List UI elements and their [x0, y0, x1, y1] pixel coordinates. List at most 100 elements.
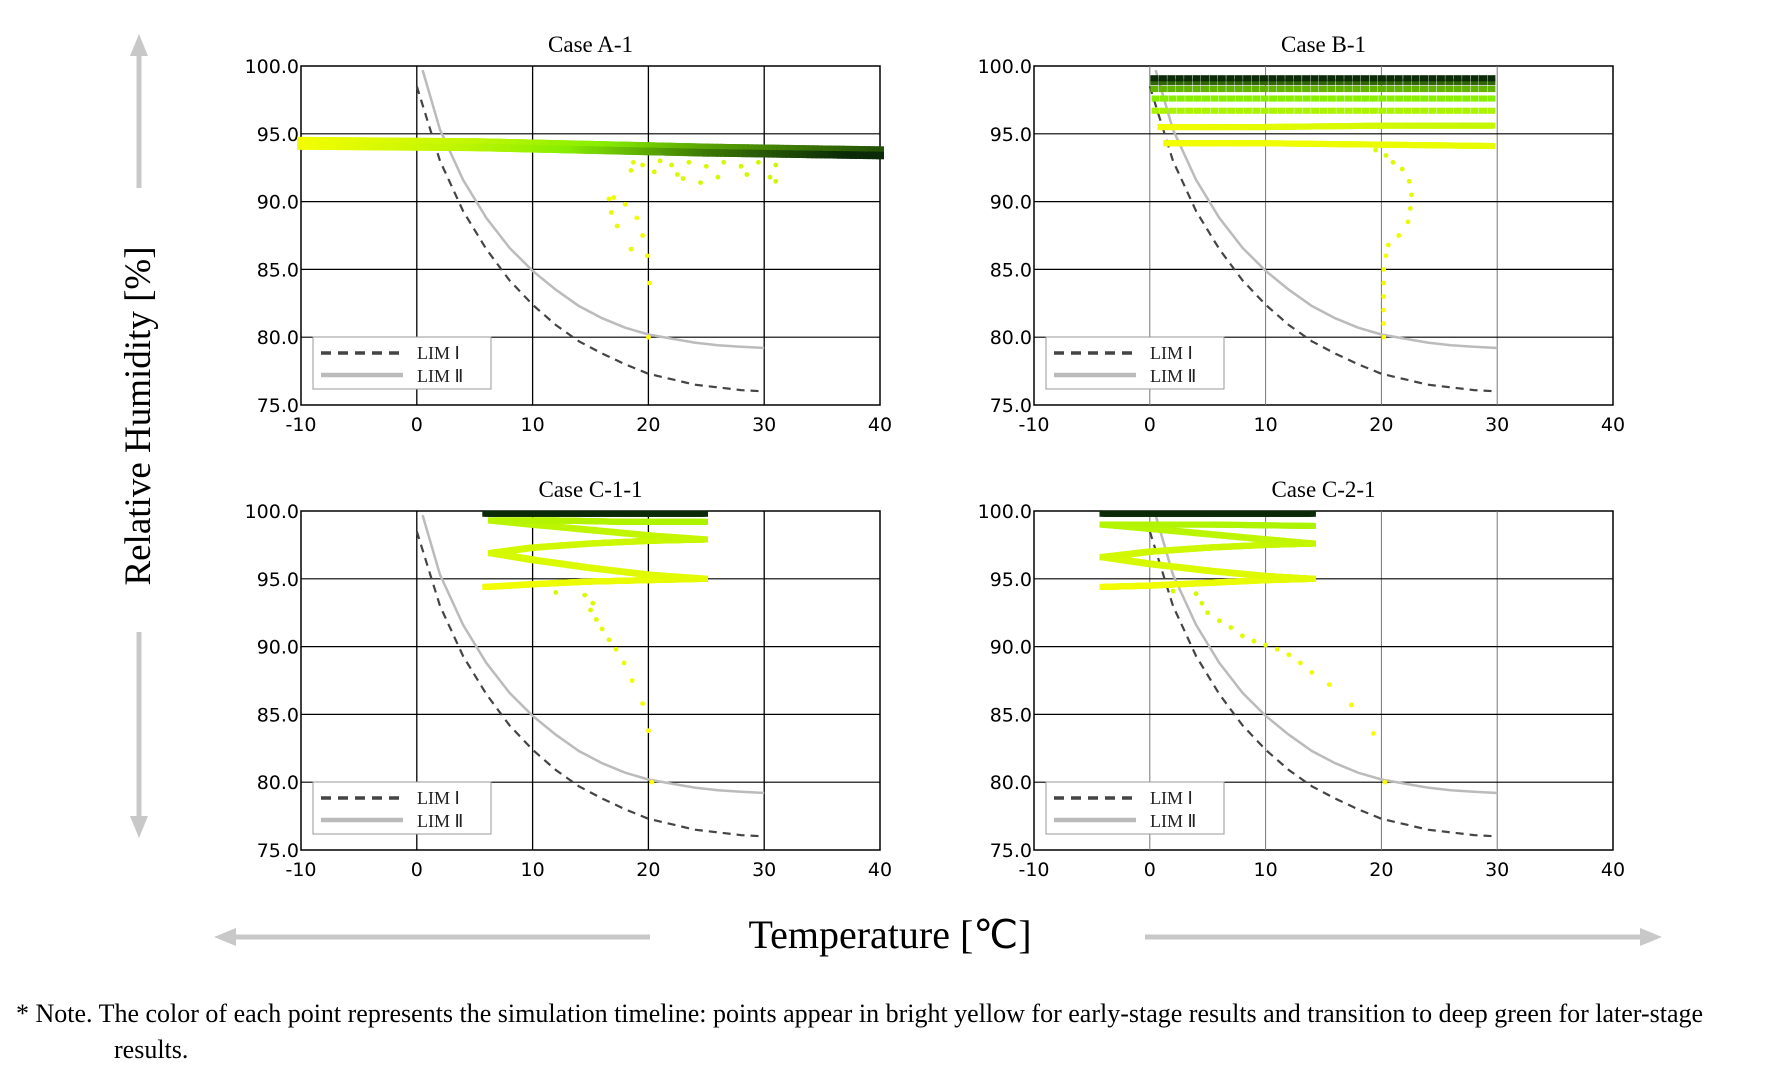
- data-point: [773, 162, 779, 168]
- data-band-segment: [297, 142, 305, 150]
- data-band-segment: [1479, 95, 1487, 102]
- data-band-segment: [1209, 86, 1218, 93]
- data-band-segment: [1479, 75, 1487, 82]
- lim2-curve: [421, 514, 765, 795]
- data-band-segment: [353, 137, 362, 145]
- data-point: [1381, 294, 1387, 299]
- y-arrow-up-head: [130, 34, 148, 56]
- data-point: [1373, 147, 1378, 153]
- data-band-segment: [1411, 107, 1420, 114]
- data-point: [1286, 652, 1292, 658]
- data-band-segment: [841, 151, 850, 159]
- legend-box: [312, 336, 492, 390]
- y-tick-label: 90.0: [990, 192, 1032, 214]
- data-point: [647, 280, 652, 286]
- data-band-segment: [1251, 79, 1260, 86]
- data-band-segment: [1277, 107, 1286, 114]
- data-band-segment: [858, 151, 867, 159]
- data-band-segment: [310, 137, 318, 145]
- data-band-segment: [1150, 79, 1159, 86]
- data-band-segment: [1369, 79, 1378, 86]
- data-point: [1390, 159, 1396, 165]
- y-tick-label: 100.0: [978, 56, 1032, 78]
- data-band-segment: [396, 137, 405, 146]
- y-tick-label: 75.0: [990, 840, 1032, 862]
- y-arrow-down-head: [130, 816, 148, 838]
- data-band-segment: [379, 137, 388, 145]
- data-band-segment: [375, 137, 384, 145]
- data-point: [675, 172, 680, 177]
- data-band-segment: [1311, 95, 1320, 102]
- x-tick-label: 40: [1601, 414, 1625, 436]
- data-band-segment: [1150, 75, 1159, 82]
- data-band-segment: [724, 144, 732, 152]
- y-tick-label: 90.0: [990, 637, 1032, 659]
- data-band-segment: [706, 149, 715, 157]
- data-band-segment: [1243, 107, 1252, 114]
- data-band-segment: [1201, 79, 1209, 86]
- data-band-segment: [1470, 95, 1479, 102]
- data-band-segment: [1403, 79, 1412, 86]
- data-band-segment: [1361, 86, 1369, 93]
- data-band-segment: [1175, 79, 1184, 86]
- data-band-segment: [405, 137, 414, 146]
- data-band-segment: [1420, 95, 1429, 102]
- x-tick-label: 0: [1144, 859, 1156, 881]
- data-band-segment: [1319, 107, 1328, 114]
- y-tick-label: 75.0: [257, 395, 299, 417]
- data-band-segment: [336, 142, 345, 151]
- x-tick-label: -10: [1018, 859, 1049, 881]
- data-band-segment: [1487, 86, 1496, 93]
- data-point: [611, 195, 617, 200]
- data-band-segment: [1428, 107, 1437, 114]
- data-band-segment: [1176, 95, 1185, 102]
- data-band-segment: [1369, 107, 1378, 114]
- y-tick-label: 80.0: [990, 772, 1032, 794]
- panel-3: -10 0 10 20 30 40 75.0 80.0 85.0 90.0 95.0 100.0 Cas…: [245, 477, 893, 881]
- data-band-segment: [349, 142, 358, 151]
- data-band-segment: [1276, 79, 1285, 86]
- data-band-segment: [1327, 79, 1336, 86]
- data-band-segment: [1227, 107, 1236, 114]
- data-band-segment: [392, 143, 401, 151]
- data-band-segment: [741, 149, 750, 158]
- x-tick-label: 30: [752, 859, 776, 881]
- y-tick-label: 100.0: [245, 501, 299, 523]
- data-band-segment: [462, 143, 470, 152]
- data-band-segment: [422, 137, 431, 146]
- x-tick-label: 10: [1254, 859, 1278, 881]
- data-band-segment: [1151, 95, 1160, 102]
- data-band-segment: [1226, 79, 1235, 86]
- data-point: [608, 210, 614, 215]
- data-band-segment: [1344, 86, 1353, 93]
- data-band-segment: [802, 145, 811, 153]
- data-band-segment: [440, 138, 449, 146]
- data-band-segment: [436, 143, 444, 151]
- data-band-segment: [436, 137, 444, 146]
- data-band-segment: [340, 137, 349, 145]
- data-point: [630, 159, 636, 165]
- data-point: [1170, 588, 1176, 594]
- data-band-segment: [823, 151, 832, 159]
- data-band-segment: [1185, 95, 1194, 102]
- data-band-segment: [700, 510, 708, 517]
- data-band-segment: [1276, 86, 1285, 93]
- data-band-segment: [876, 146, 884, 154]
- data-band-segment: [331, 137, 340, 145]
- data-band-segment: [1386, 95, 1395, 102]
- y-tick-label: 95.0: [257, 569, 299, 591]
- data-band-segment: [383, 137, 392, 145]
- data-band-segment: [780, 144, 789, 153]
- data-band-segment: [1302, 107, 1311, 114]
- data-band-segment: [1453, 95, 1462, 102]
- data-band-segment: [1395, 95, 1404, 102]
- data-band-segment: [449, 143, 457, 151]
- data-band-segment: [754, 144, 763, 152]
- data-band-segment: [750, 149, 759, 158]
- data-point: [715, 174, 721, 180]
- data-point: [1251, 638, 1257, 644]
- data-band-segment: [1436, 75, 1445, 82]
- data-band-segment: [1462, 107, 1471, 114]
- data-band-segment: [1294, 95, 1303, 102]
